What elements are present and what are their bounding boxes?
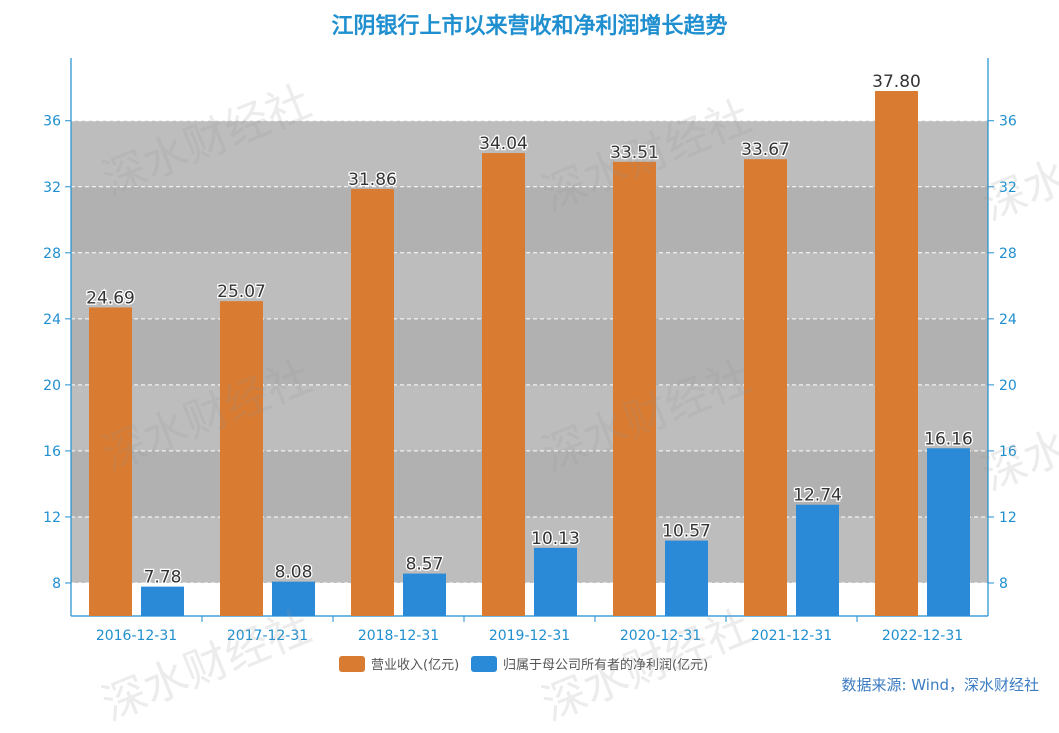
y-tick-label-right: 20 (999, 378, 1017, 394)
x-tick-label: 2022-12-31 (882, 628, 963, 644)
data-label: 10.57 (662, 522, 711, 542)
plot-band-alt (71, 318, 988, 385)
revenue-bar (220, 301, 263, 616)
y-tick-label-left: 24 (43, 312, 61, 328)
data-label: 16.16 (924, 429, 973, 449)
revenue-bar (613, 161, 656, 617)
data-label: 25.07 (217, 282, 266, 302)
revenue-bar (875, 91, 918, 616)
y-tick-label-left: 20 (43, 378, 61, 394)
chart-plot: 8 8 12 12 16 16 20 20 24 24 28 28 32 32 36 36 24.69 7.78 2… (43, 58, 1017, 673)
legend-label-profit: 归属于母公司所有者的净利润(亿元) (503, 657, 708, 673)
data-label: 10.13 (531, 529, 580, 549)
chart: 江阴银行上市以来营收和净利润增长趋势 8 8 12 12 16 16 20 20 24 24 28 2… (43, 14, 1059, 731)
x-tick-label: 2019-12-31 (489, 628, 570, 644)
y-tick-label-left: 8 (52, 576, 61, 592)
data-label: 12.74 (793, 486, 842, 506)
revenue-bar (744, 159, 787, 616)
profit-bar (272, 581, 315, 616)
y-tick-label-right: 28 (999, 246, 1017, 262)
y-tick-label-right: 16 (999, 444, 1017, 460)
y-tick-label-right: 24 (999, 312, 1017, 328)
y-tick-label-left: 16 (43, 444, 61, 460)
profit-bar (796, 504, 839, 616)
profit-bar (927, 448, 970, 616)
legend-swatch-profit (471, 656, 497, 672)
profit-bar (403, 573, 446, 616)
y-tick-label-left: 32 (43, 180, 61, 196)
profit-bar (141, 586, 184, 616)
data-source: 数据来源: Wind，深水财经社 (841, 676, 1039, 694)
data-label: 33.67 (741, 140, 790, 160)
revenue-bar (351, 189, 394, 616)
data-label: 8.57 (406, 555, 444, 575)
data-label: 24.69 (86, 288, 135, 308)
plot-band-alt (71, 450, 988, 517)
y-tick-label-right: 8 (999, 576, 1008, 592)
data-label: 34.04 (479, 134, 528, 154)
y-tick-label-left: 36 (43, 114, 61, 130)
y-tick-label-right: 12 (999, 510, 1017, 526)
y-tick-label-left: 12 (43, 510, 61, 526)
data-label: 7.78 (144, 568, 182, 588)
data-label: 37.80 (872, 72, 921, 92)
y-tick-label-left: 28 (43, 246, 61, 262)
x-tick-label: 2017-12-31 (227, 628, 308, 644)
y-tick-label-right: 36 (999, 114, 1017, 130)
y-tick-label-right: 32 (999, 180, 1017, 196)
profit-bar (534, 547, 577, 616)
data-label: 33.51 (610, 143, 659, 163)
x-tick-label: 2018-12-31 (358, 628, 439, 644)
data-label: 31.86 (348, 170, 397, 190)
legend-swatch-revenue (339, 656, 365, 672)
revenue-bar (89, 307, 132, 616)
chart-title: 江阴银行上市以来营收和净利润增长趋势 (331, 14, 728, 39)
plot-band-alt (71, 186, 988, 253)
revenue-bar (482, 153, 525, 616)
x-tick-label: 2021-12-31 (751, 628, 832, 644)
x-tick-label: 2020-12-31 (620, 628, 701, 644)
profit-bar (665, 540, 708, 616)
legend-label-revenue: 营业收入(亿元) (371, 658, 459, 673)
x-tick-label: 2016-12-31 (96, 628, 177, 644)
data-label: 8.08 (275, 563, 313, 583)
